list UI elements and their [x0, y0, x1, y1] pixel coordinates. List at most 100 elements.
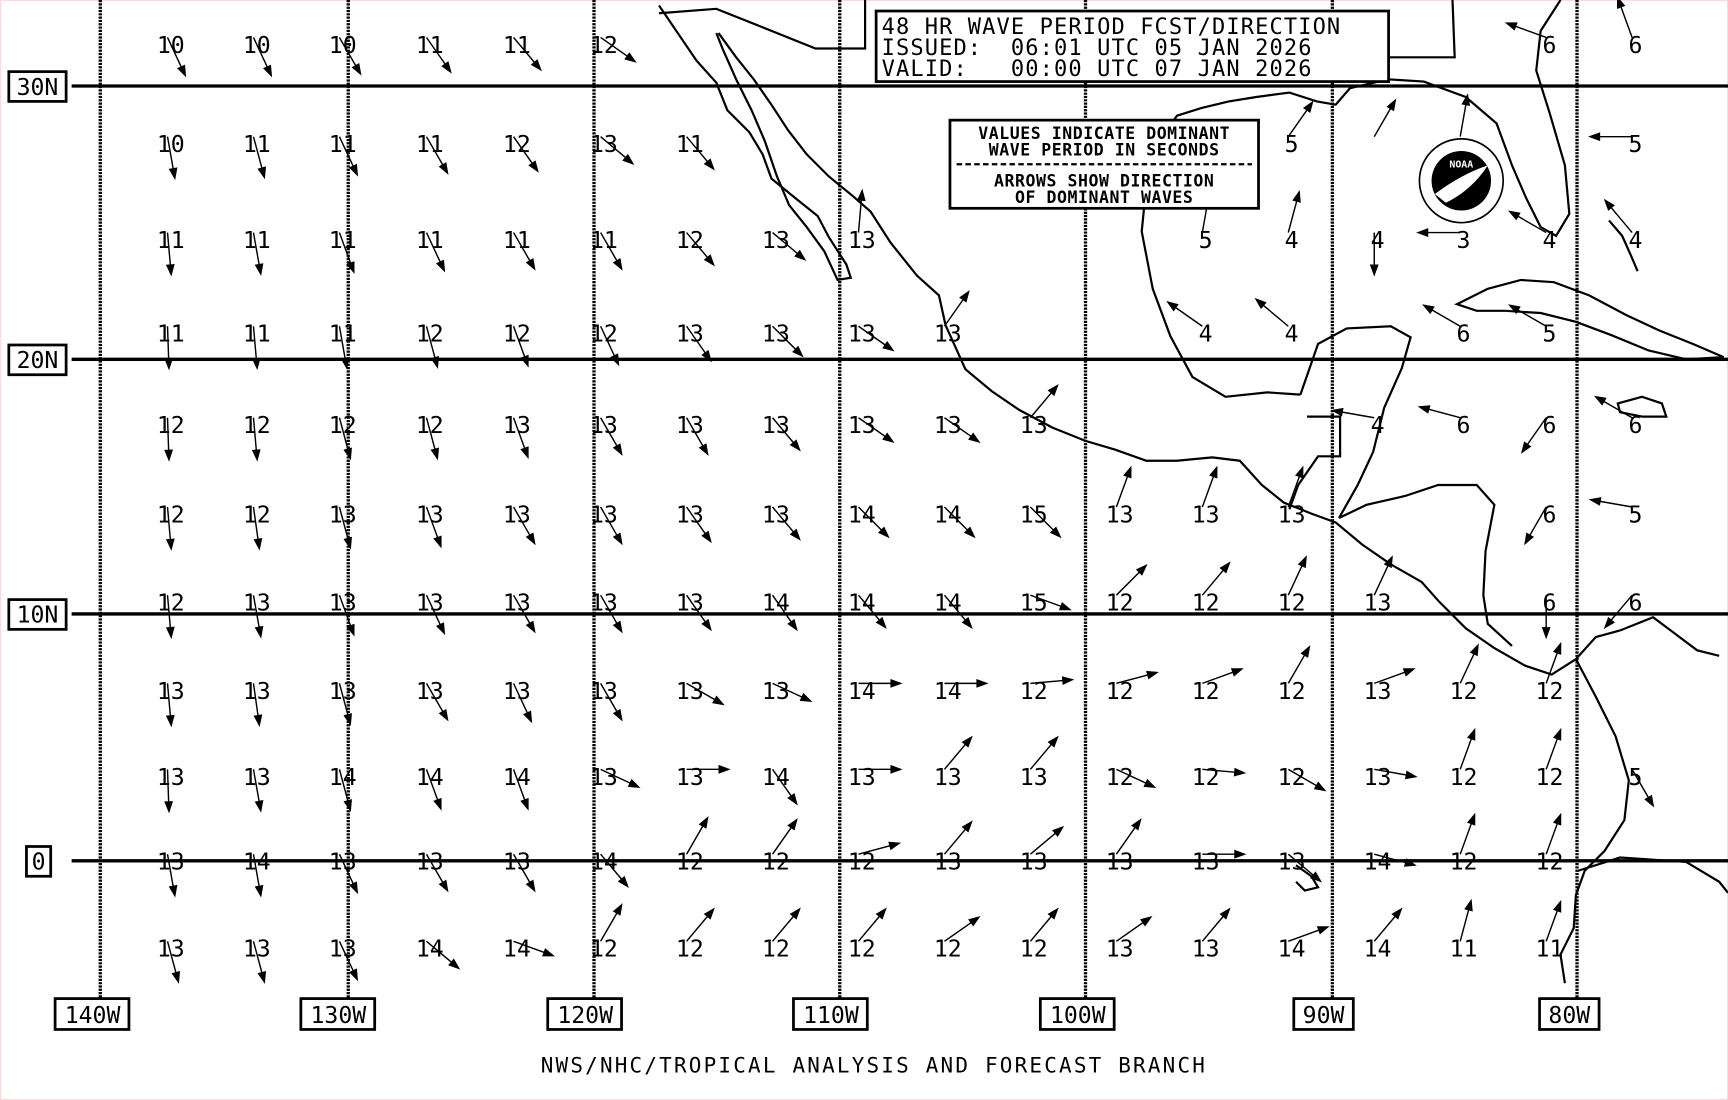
wave-period-value: 13 — [762, 228, 790, 254]
direction-arrow-head-icon — [253, 538, 263, 551]
direction-arrow-head-icon — [698, 816, 709, 829]
wave-cell: 13 — [243, 591, 271, 639]
wave-period-value: 14 — [1364, 937, 1392, 963]
wave-period-value: 13 — [416, 850, 444, 876]
wave-period-value: 12 — [329, 413, 357, 439]
direction-arrow-shaft — [252, 37, 270, 70]
direction-arrow-head-icon — [520, 797, 529, 811]
south-america-coast — [1559, 658, 1630, 984]
direction-arrow-head-icon — [340, 356, 350, 370]
direction-arrow-shaft — [1373, 913, 1398, 942]
direction-arrow-shaft — [252, 417, 258, 453]
wave-cell: 12 — [416, 322, 444, 369]
wave-period-value: 13 — [503, 679, 531, 705]
direction-arrow-head-icon — [254, 884, 264, 898]
direction-arrow-head-icon — [1234, 849, 1247, 859]
footer-credit: NWS/NHC/TROPICAL ANALYSIS AND FORECAST B… — [541, 1053, 1207, 1077]
direction-arrow-shaft — [1619, 4, 1633, 38]
wave-cell: 14 — [590, 850, 629, 888]
direction-arrow-shaft — [858, 325, 888, 348]
wave-period-value: 13 — [503, 591, 531, 617]
wave-period-value: 12 — [676, 937, 704, 963]
wave-cell: 11 — [416, 228, 446, 273]
wave-period-value: 13 — [590, 765, 618, 791]
direction-arrow-shaft — [686, 913, 710, 942]
direction-arrow-shaft — [513, 940, 547, 955]
direction-arrow-shaft — [425, 683, 445, 715]
direction-arrow-head-icon — [438, 879, 449, 893]
direction-arrow-head-icon — [164, 358, 174, 371]
direction-arrow-head-icon — [177, 64, 187, 78]
direction-arrow-head-icon — [168, 167, 178, 181]
wave-period-value: 13 — [329, 502, 357, 528]
wave-cell: 13 — [1278, 850, 1323, 883]
wave-cell: 12 — [1020, 676, 1075, 705]
jamaica-outline — [1616, 395, 1668, 418]
direction-arrow-head-icon — [1131, 818, 1142, 831]
wave-cell: 5 — [1628, 765, 1655, 808]
direction-arrow-shaft — [686, 136, 710, 165]
wave-period-value: 12 — [676, 228, 704, 254]
direction-arrow-shaft — [252, 136, 264, 171]
wave-period-value: 12 — [1450, 679, 1478, 705]
wave-period-value: 5 — [1628, 502, 1642, 528]
latitude-labels: 30N 20N 10N 0 — [7, 70, 68, 878]
wave-period-value: 13 — [762, 413, 790, 439]
wave-period-value: 4 — [1371, 228, 1385, 254]
wave-cell: 12 — [1192, 668, 1244, 705]
direction-arrow-head-icon — [251, 449, 261, 462]
direction-arrow-shaft — [1030, 594, 1064, 608]
wave-cell: 13 — [762, 679, 813, 705]
direction-arrow-shaft — [599, 683, 619, 715]
wave-cell: 13 — [590, 413, 623, 456]
wave-cell: 11 — [503, 33, 542, 72]
direction-arrow-head-icon — [351, 62, 362, 76]
direction-arrow-shaft — [252, 326, 258, 362]
direction-arrow-head-icon — [1140, 915, 1153, 927]
direction-arrow-shaft — [338, 940, 355, 974]
direction-arrow-shaft — [944, 920, 974, 942]
direction-arrow-shaft — [512, 326, 527, 360]
direction-arrow-head-icon — [1402, 668, 1416, 677]
wave-cell: 4 — [1285, 189, 1301, 254]
direction-arrow-shaft — [1201, 567, 1226, 596]
wave-cell: 14 — [416, 937, 461, 970]
direction-arrow-shaft — [425, 506, 440, 541]
direction-arrow-head-icon — [968, 432, 981, 444]
wave-period-value: 13 — [676, 322, 704, 348]
direction-arrow-head-icon — [792, 345, 804, 358]
wave-period-value: 11 — [1536, 937, 1564, 963]
direction-arrow-head-icon — [348, 968, 359, 982]
wave-cell: 12 — [329, 413, 357, 461]
wave-period-value: 11 — [416, 132, 444, 158]
lon-label-130w: 130W — [310, 1003, 366, 1029]
direction-arrow-shaft — [599, 594, 619, 627]
wave-cell: 13 — [157, 679, 185, 728]
wave-cell: 13 — [243, 765, 271, 813]
wave-period-value: 13 — [762, 322, 790, 348]
direction-arrow-shaft — [1287, 652, 1307, 684]
wave-period-value: 6 — [1457, 413, 1471, 439]
wave-cell: 13 — [934, 735, 973, 791]
wave-period-value: 13 — [676, 502, 704, 528]
wave-period-value: 5 — [1199, 228, 1213, 254]
direction-arrow-shaft — [1597, 500, 1633, 508]
wave-period-value: 13 — [762, 502, 790, 528]
direction-arrow-shaft — [600, 768, 633, 785]
wave-cell: 13 — [1364, 555, 1393, 617]
direction-arrow-shaft — [857, 594, 882, 623]
wave-cell: 12 — [1536, 812, 1563, 876]
wave-cell: 13 — [590, 591, 623, 634]
wave-cell: 12 — [1106, 670, 1159, 705]
wave-period-value: 12 — [590, 322, 618, 348]
galapagos — [1295, 864, 1320, 892]
wave-cell: 14 — [762, 591, 798, 632]
direction-arrow-head-icon — [882, 432, 895, 444]
wave-period-value: 6 — [1543, 413, 1557, 439]
direction-arrow-head-icon — [1369, 264, 1379, 277]
direction-arrow-shaft — [512, 853, 532, 886]
bahamas — [1608, 219, 1639, 272]
wave-cell: 5 — [1507, 304, 1556, 348]
wave-cell: 6 — [1524, 502, 1556, 546]
direction-arrow-head-icon — [433, 797, 442, 811]
